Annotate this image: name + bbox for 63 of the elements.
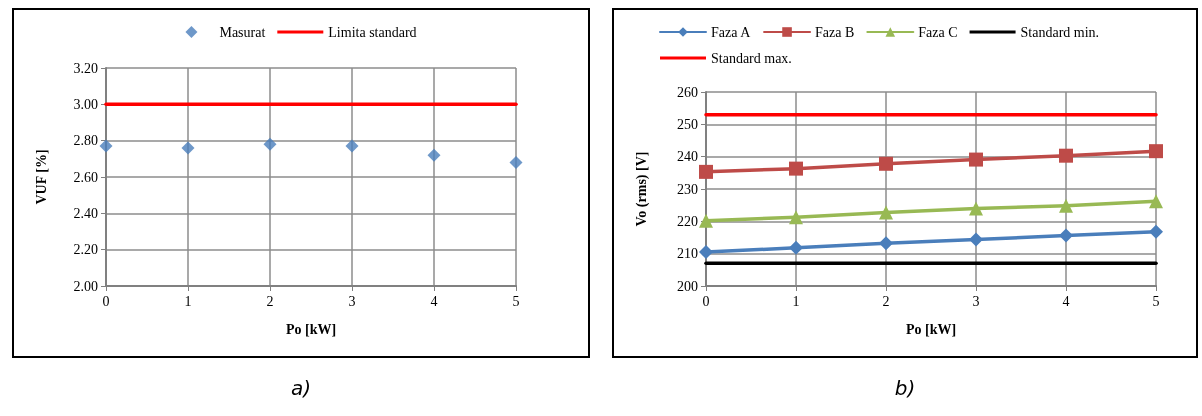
point xyxy=(699,164,713,179)
x-tick-label: 5 xyxy=(1152,293,1160,309)
point xyxy=(509,155,523,169)
point xyxy=(789,161,803,176)
legend-label: Masurat xyxy=(219,24,266,40)
point xyxy=(969,201,983,216)
y-axis-title: Vo (rms) [V] xyxy=(633,151,650,227)
point xyxy=(969,232,983,247)
point xyxy=(789,240,803,255)
legend-label: Standard max. xyxy=(711,50,792,66)
y-tick-label: 240 xyxy=(677,149,698,165)
point xyxy=(699,213,713,228)
legend-label: Standard min. xyxy=(1020,24,1100,40)
x-tick-label: 1 xyxy=(184,293,192,309)
x-tick-label: 2 xyxy=(266,293,274,309)
point xyxy=(1059,148,1073,163)
x-tick-label: 3 xyxy=(972,293,980,309)
y-tick-label: 200 xyxy=(677,278,698,294)
legend-label: Faza B xyxy=(815,24,855,40)
y-tick-label: 230 xyxy=(677,181,698,197)
y-tick-label: 2.20 xyxy=(73,242,98,258)
point xyxy=(789,210,803,225)
x-axis-title: Po [kW] xyxy=(905,321,957,337)
point xyxy=(1059,228,1073,243)
text: a) xyxy=(289,376,313,400)
legend-label: Faza C xyxy=(918,24,958,40)
point xyxy=(699,245,713,260)
y-tick-label: 210 xyxy=(677,246,698,262)
y-tick-label: 260 xyxy=(677,84,698,100)
point xyxy=(1149,144,1163,159)
point xyxy=(879,205,893,220)
x-axis-title: Po [kW] xyxy=(285,321,337,337)
x-tick-label: 4 xyxy=(1062,293,1070,309)
legend-label: Faza A xyxy=(711,24,752,40)
y-tick-label: 2.80 xyxy=(73,133,98,149)
x-tick-label: 3 xyxy=(348,293,356,309)
point xyxy=(1149,194,1163,209)
point xyxy=(263,137,277,151)
point xyxy=(181,141,195,155)
point xyxy=(879,236,893,251)
point xyxy=(879,156,893,171)
point xyxy=(427,148,441,162)
legend-label: Limita standard xyxy=(328,24,417,40)
x-tick-label: 1 xyxy=(792,293,800,309)
point xyxy=(1059,198,1073,213)
x-tick-label: 5 xyxy=(512,293,520,309)
x-tick-label: 2 xyxy=(882,293,890,309)
x-tick-label: 4 xyxy=(430,293,438,309)
x-tick-label: 0 xyxy=(102,293,110,309)
y-tick-label: 2.40 xyxy=(73,205,98,221)
y-tick-label: 2.00 xyxy=(73,278,98,294)
y-tick-label: 2.60 xyxy=(73,169,98,185)
point xyxy=(345,139,359,153)
y-tick-label: 3.20 xyxy=(73,60,98,76)
point xyxy=(969,152,983,167)
text: b) xyxy=(893,376,917,400)
y-tick-label: 220 xyxy=(677,213,698,229)
y-axis-title: VUF [%] xyxy=(33,149,49,205)
point xyxy=(99,139,113,153)
y-tick-label: 3.00 xyxy=(73,96,98,112)
x-tick-label: 0 xyxy=(702,293,710,309)
point xyxy=(1149,224,1163,239)
y-tick-label: 250 xyxy=(677,116,698,132)
